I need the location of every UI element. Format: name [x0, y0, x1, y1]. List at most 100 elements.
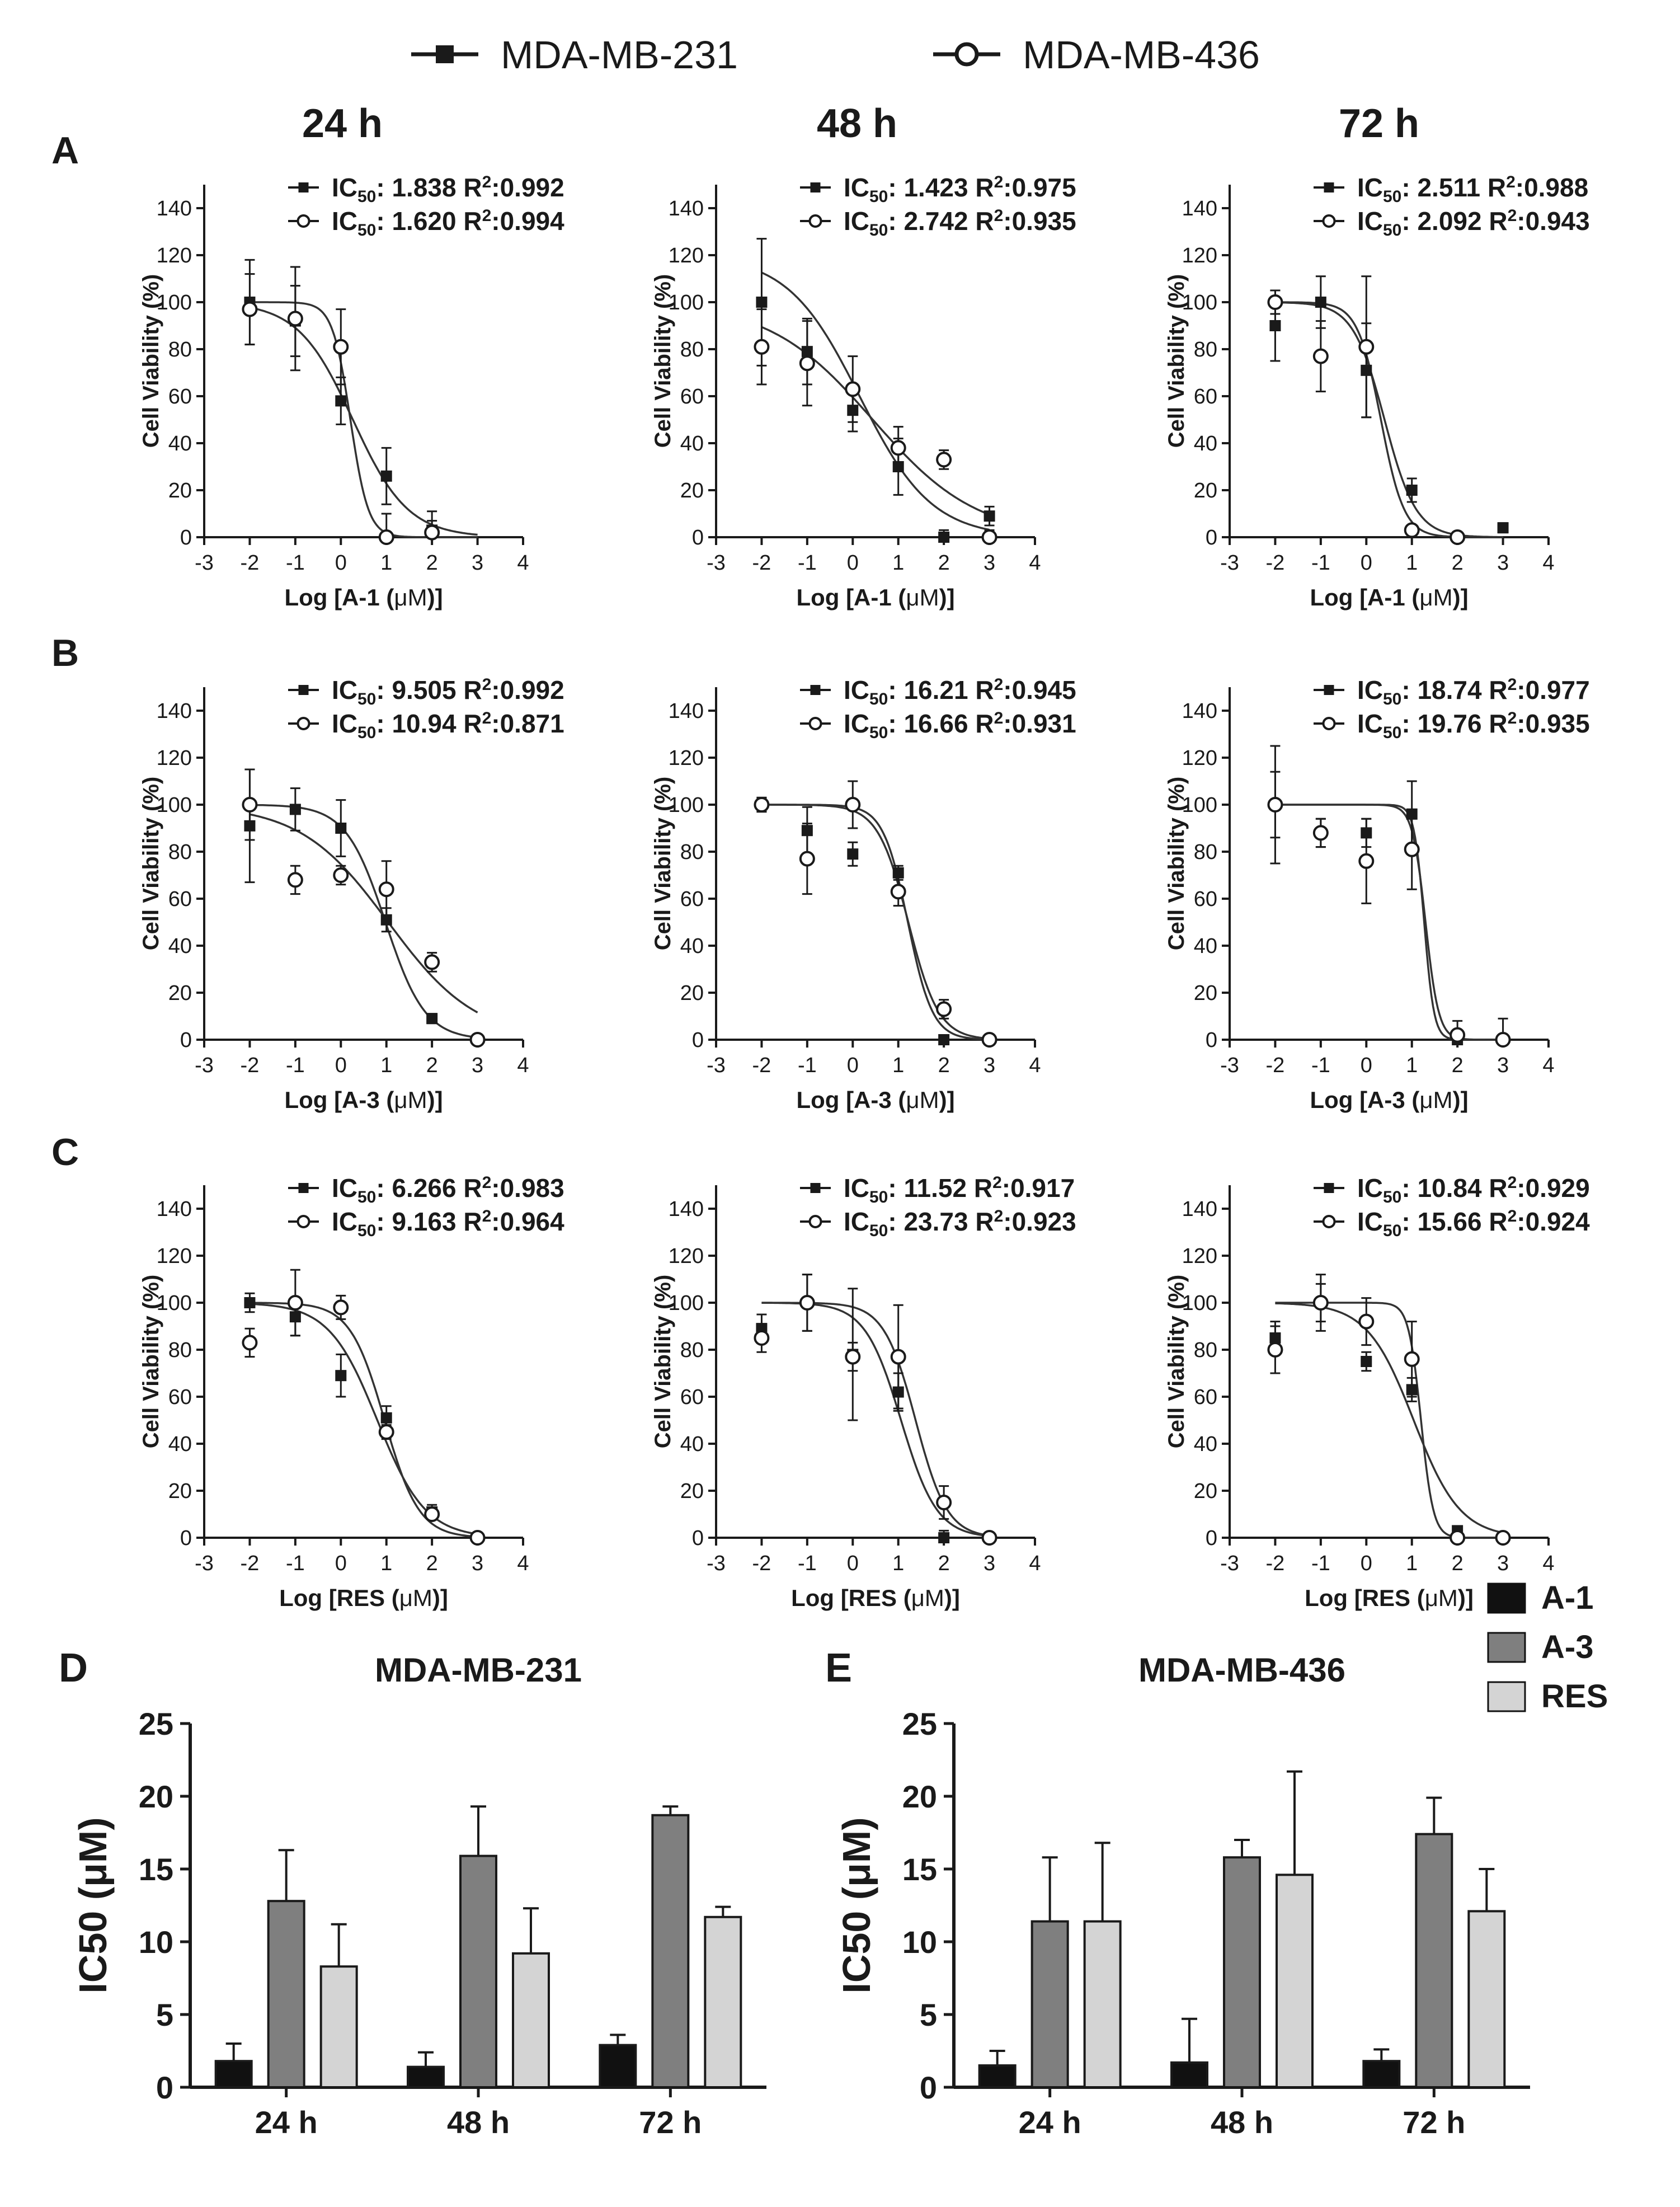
y-tick-label: 120: [669, 1245, 704, 1268]
y-tick-label: 60: [680, 1386, 704, 1409]
data-point-mda-mb-436: [333, 1299, 349, 1316]
y-axis-title: Cell Viability (%): [1164, 1275, 1189, 1448]
bar-a3: [651, 1814, 690, 2089]
data-point-mda-mb-231: [426, 1013, 438, 1025]
chart-c-72h: 0 20 40 60 80 100 120 140 -3 -2 -1 0 1 2 3 4 Log [RES (μ…: [1164, 1173, 1590, 1611]
y-tick-label: 40: [680, 1433, 704, 1456]
data-point-mda-mb-436: [890, 1349, 906, 1365]
y-tick-label: 120: [1182, 1245, 1217, 1268]
y-tick-label: 80: [680, 338, 704, 361]
x-tick-label: 0: [847, 1054, 859, 1077]
x-tick-label: -1: [286, 1552, 305, 1575]
x-axis-title: Log [A-1 (μM)]: [284, 584, 443, 611]
bar-legend-label-res: RES: [1541, 1678, 1608, 1715]
data-point-mda-mb-436: [378, 881, 394, 898]
ic50-annotation-text: IC50: 16.66 R2:0.931: [844, 709, 1076, 742]
y-tick-label: 5: [920, 1997, 937, 2032]
bar-a1: [214, 2060, 253, 2088]
data-point-mda-mb-436: [981, 529, 997, 545]
x-axis-title: Log [A-1 (μM)]: [1310, 584, 1468, 611]
bar-res: [319, 1965, 358, 2088]
x-tick-label: 1: [1406, 551, 1418, 575]
x-category-label: 48 h: [447, 2105, 510, 2140]
legend-item-mda-mb-436: MDA-MB-436: [933, 33, 1260, 77]
y-axis-title: Cell Viability (%): [139, 1275, 163, 1448]
data-point-mda-mb-436: [287, 311, 303, 327]
ic50-annotation-text: IC50: 23.73 R2:0.923: [844, 1207, 1076, 1240]
fit-curve-mda-mb-436: [1275, 301, 1503, 538]
bar-a1: [1362, 2060, 1401, 2088]
y-tick-label: 140: [669, 699, 704, 723]
data-point-mda-mb-436: [754, 339, 770, 355]
bar-legend-label-a1: A-1: [1541, 1580, 1593, 1616]
x-tick-label: -3: [707, 1552, 726, 1575]
x-category-label: 48 h: [1211, 2105, 1273, 2140]
y-tick-label: 20: [168, 982, 192, 1005]
data-point-mda-mb-231: [1315, 297, 1326, 308]
y-tick-label: 100: [1182, 291, 1217, 314]
bar-res: [512, 1952, 550, 2089]
x-tick-label: -3: [707, 1054, 726, 1077]
data-point-mda-mb-436: [333, 867, 349, 883]
y-tick-label: 10: [902, 1924, 937, 1960]
x-tick-label: 1: [1406, 1552, 1418, 1575]
x-tick-label: 2: [426, 1552, 438, 1575]
ic50-annotation-text: IC50: 1.423 R2:0.975: [844, 173, 1076, 206]
x-tick-label: -1: [1311, 551, 1330, 575]
x-tick-label: 4: [517, 1552, 529, 1575]
data-point-mda-mb-231: [847, 848, 859, 860]
y-axis-title: IC50 (μM): [835, 1817, 878, 1993]
x-tick-label: 3: [472, 1552, 483, 1575]
x-tick-label: -2: [1266, 1054, 1285, 1077]
bar-res: [704, 1915, 742, 2089]
y-axis-title: Cell Viability (%): [139, 274, 163, 448]
y-tick-label: 40: [168, 1433, 192, 1456]
x-tick-label: 2: [938, 1054, 950, 1077]
x-tick-label: -2: [1266, 551, 1285, 575]
data-point-mda-mb-436: [1312, 348, 1329, 364]
y-tick-label: 20: [1194, 1480, 1217, 1503]
x-tick-label: -3: [195, 1552, 214, 1575]
x-tick-label: -3: [707, 551, 726, 575]
bar-a3: [1030, 1920, 1069, 2089]
data-point-mda-mb-436: [469, 1530, 486, 1546]
x-tick-label: 4: [517, 1054, 529, 1077]
annotation-circle-marker: [297, 717, 310, 730]
y-tick-label: 20: [168, 479, 192, 503]
x-tick-label: 2: [426, 1054, 438, 1077]
fit-curve-mda-mb-436: [1275, 1302, 1503, 1539]
y-tick-label: 60: [168, 385, 192, 408]
x-axis-title: Log [RES (μM)]: [791, 1585, 960, 1611]
x-tick-label: -2: [241, 1054, 260, 1077]
data-point-mda-mb-436: [1312, 1295, 1329, 1311]
bar-chart-title: MDA-MB-436: [1138, 1651, 1345, 1689]
fit-curve-mda-mb-231: [250, 804, 478, 1039]
fit-curve-mda-mb-231: [250, 306, 478, 536]
annotation-circle-marker: [297, 214, 310, 228]
annotation-circle-marker: [297, 1215, 310, 1228]
bar-legend-swatch-a3: [1487, 1632, 1526, 1663]
y-tick-label: 60: [168, 888, 192, 911]
y-tick-label: 100: [157, 291, 192, 314]
y-tick-label: 25: [902, 1706, 937, 1741]
ic50-annotation-text: IC50: 15.66 R2:0.924: [1357, 1207, 1590, 1240]
data-point-mda-mb-436: [333, 339, 349, 355]
chart-b-72h: 0 20 40 60 80 100 120 140 -3 -2 -1 0 1 2 3 4 Log [A-3 (μ…: [1164, 675, 1590, 1113]
x-tick-label: 2: [1452, 551, 1463, 575]
data-point-mda-mb-436: [799, 1295, 815, 1311]
data-point-mda-mb-436: [242, 1335, 258, 1351]
x-tick-label: 0: [847, 551, 859, 575]
x-tick-label: 1: [380, 1054, 392, 1077]
ic50-annotation-text: IC50: 6.266 R2:0.983: [332, 1173, 564, 1206]
x-tick-label: 1: [892, 1552, 904, 1575]
y-tick-label: 0: [180, 1527, 192, 1550]
x-axis-title: Log [RES (μM)]: [279, 1585, 448, 1611]
fit-curve-mda-mb-231: [761, 804, 990, 1041]
y-axis-title: Cell Viability (%): [651, 777, 675, 950]
y-tick-label: 80: [680, 840, 704, 864]
chart-c-24h: 0 20 40 60 80 100 120 140 -3 -2 -1 0 1 2 3 4 Log [RES (μ…: [139, 1173, 564, 1611]
y-axis-title: Cell Viability (%): [139, 777, 163, 950]
data-point-mda-mb-231: [756, 297, 768, 308]
data-point-mda-mb-436: [424, 524, 440, 541]
